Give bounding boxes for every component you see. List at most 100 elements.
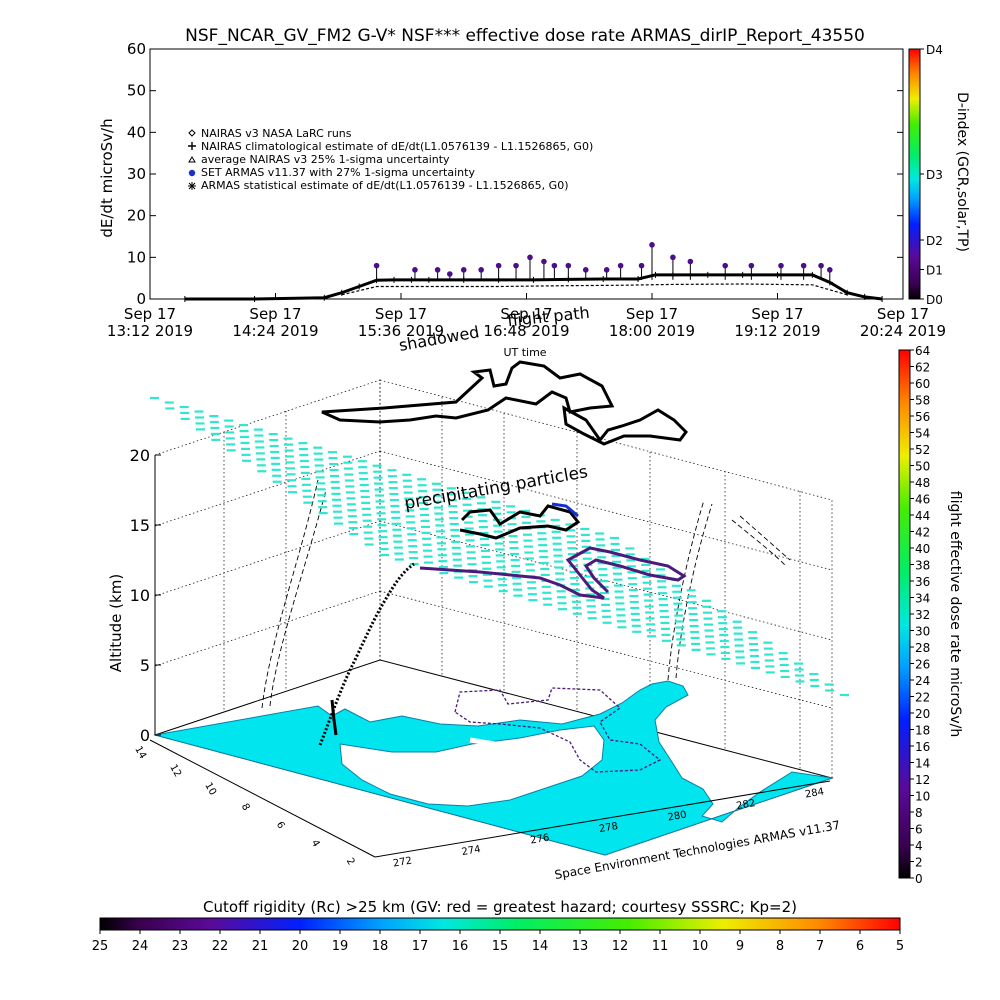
dindex-tick-label: D1 [926,264,943,278]
dose-tick-label: 32 [915,608,930,622]
armas-point [826,267,833,273]
plus-marker [530,276,537,283]
dose-tick-label: 6 [915,823,923,837]
dose-tick-label: 4 [915,839,923,853]
legend-item-nairas-runs: NAIRAS v3 NASA LaRC runs [188,127,352,140]
dose-tick-label: 14 [915,757,930,771]
ut-time-label: UT time [503,346,546,359]
rigidity-tick-label: 11 [652,939,669,954]
longitude-tick-label: 272 [392,855,413,869]
plus-marker [774,271,781,278]
plus-marker [321,294,328,301]
plus-marker [425,276,432,283]
altitude-axis-label: Altitude (km) [107,574,125,672]
armas-point [670,254,676,261]
rigidity-colorbar: Cutoff rigidity (Rc) >25 km (GV: red = g… [92,898,904,954]
dindex-colorbar-fill [908,48,921,300]
dose-tick-label: 16 [915,740,930,754]
armas-point [638,262,645,269]
armas-point [800,262,807,269]
armas-point [527,254,533,261]
legend-item-nairas-uncertainty: average NAIRAS v3 25% 1-sigma uncertaint… [188,153,450,166]
latitude-tick-label: 14 [132,744,148,761]
plus-marker [600,276,607,282]
x-tick-label: Sep 17 [626,305,678,323]
longitude-tick-label: 274 [461,844,482,858]
precipitating-particles-layer [150,396,849,697]
latitude-tick-label: 2 [344,856,357,867]
x-tick-label: Sep 17 [500,305,552,323]
latitude-tick-label: 8 [239,802,252,813]
rigidity-colorbar-fill [99,917,901,931]
dose-tick-label: 26 [915,658,930,672]
dose-tick-label: 2 [915,856,923,870]
longitude-axis-line [374,780,831,858]
gulf-water [339,725,605,807]
plus-marker [356,283,363,290]
altitude-tick-label: 5 [140,656,150,675]
rigidity-tick-label: 24 [132,939,149,954]
armas-point [687,258,694,265]
rigidity-tick-label: 8 [776,939,784,954]
altitude-tick-label: 10 [130,586,150,605]
latitude-tick-label: 12 [167,763,183,780]
back-wall-grid [154,379,833,779]
time-plot-legend: NAIRAS v3 NASA LaRC runs NAIRAS climatol… [188,127,593,192]
armas-point [434,267,441,273]
x-tick-label: Sep 17 [877,305,929,323]
dose-tick-label: 54 [915,427,930,441]
altitude-tick-label: 0 [140,726,150,745]
latitude-tick-label: 4 [309,838,322,849]
armas-point [447,271,453,277]
dindex-colorbar-title: D-index (GCR,solar,TP) [954,92,970,252]
dose-tick-label: 60 [915,377,930,391]
dindex-ticks: D4 D3 D2 D1 D0 [920,43,943,307]
y-tick-label: 30 [127,165,146,183]
x-tick-label: 14:24 2019 [232,322,318,340]
plus-marker [826,279,833,286]
flight-path-projection-top [321,360,615,424]
altitude-tick-label: 15 [130,516,150,535]
chart-title: NSF_NCAR_GV_FM2 G-V* NSF*** effective do… [185,26,865,46]
y-tick-label: 60 [127,40,146,58]
rigidity-tick-label: 20 [292,939,309,954]
rigidity-tick-label: 6 [856,939,864,954]
armas-point [565,262,572,269]
armas-point [617,262,624,269]
armas-point [722,262,729,269]
dose-tick-label: 56 [915,410,930,424]
altitude-tick-label: 20 [130,446,150,465]
dindex-tick-label: D0 [926,293,943,307]
dindex-tick-label: D4 [926,43,943,57]
dose-tick-label: 28 [915,641,930,655]
rigidity-tick-label: 12 [612,939,629,954]
legend-label: ARMAS statistical estimate of dE/dt(L1.0… [201,179,568,192]
shadow-track-floor [454,687,662,773]
plus-marker-icon [188,142,196,150]
armas-point [460,267,467,273]
triangle-marker-icon [188,156,196,163]
plus-marker [391,276,398,283]
flight-path-projection-top-east [562,405,688,446]
plus-marker [704,271,711,278]
legend-item-nairas-climatological: NAIRAS climatological estimate of dE/dt(… [188,140,593,153]
x-tick-label: 19:12 2019 [734,322,820,340]
plus-marker [408,276,415,283]
longitude-tick-label: 278 [598,821,619,835]
dindex-tick-label: D3 [926,168,943,182]
longitude-tick-label: 282 [736,798,757,812]
time-plot-y-label: dE/dt microSv/h [98,118,116,237]
flight-path-high-segment [551,502,579,518]
time-plot-series [181,242,886,302]
dose-tick-label: 24 [915,674,930,688]
rigidity-tick-label: 16 [452,939,469,954]
armas-point [818,262,824,269]
armas-point [748,262,755,269]
dose-tick-label: 52 [915,443,930,457]
x-tick-label: Sep 17 [124,305,176,323]
x-tick-label: 20:24 2019 [860,322,946,340]
plus-marker [181,296,188,302]
plus-marker [251,296,258,302]
